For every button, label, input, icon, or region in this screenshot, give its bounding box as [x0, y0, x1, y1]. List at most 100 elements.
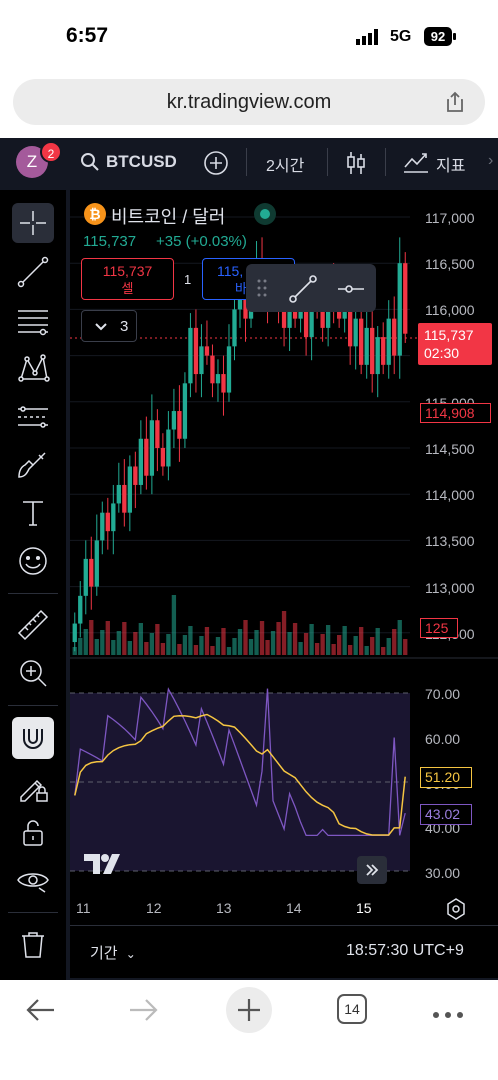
battery-icon: 92 [424, 27, 452, 46]
forward-arrow-icon[interactable] [128, 996, 160, 1024]
add-symbol-icon[interactable] [203, 150, 229, 176]
volume-bar [331, 644, 336, 655]
zoom-in-icon[interactable] [15, 655, 51, 691]
horizontal-ray-icon[interactable] [336, 274, 366, 304]
magnet-icon[interactable] [12, 717, 54, 759]
price-axis-tick: 113,500 [425, 533, 475, 550]
candle-body [122, 484, 127, 513]
brush-tool[interactable] [15, 447, 51, 483]
drawing-toolbar [0, 190, 66, 980]
new-tab-button[interactable] [226, 987, 272, 1033]
volume-bar [193, 645, 199, 655]
price-change: +35 (+0.03%) [156, 233, 247, 250]
candle-body [182, 383, 188, 439]
signal-icon [356, 29, 384, 45]
symbol-name: 비트코인 / 달러 [111, 207, 226, 227]
volume-bar [221, 628, 226, 655]
time-axis-tick: 13 [216, 900, 232, 916]
unlock-icon[interactable] [15, 815, 51, 851]
back-arrow-icon[interactable] [24, 996, 56, 1024]
price-axis-tick: 114,500 [425, 441, 475, 457]
candle-body [342, 309, 347, 319]
range-selector[interactable]: 기간 ⌄ [90, 942, 136, 963]
price-chart[interactable] [70, 190, 498, 978]
candle-body [193, 327, 199, 375]
candle-body [226, 346, 232, 393]
indicators-icon[interactable] [402, 150, 430, 174]
candle-body [100, 512, 105, 541]
indicators-toggle[interactable]: 3 [81, 310, 137, 342]
volume-bar [210, 646, 215, 655]
chevron-down-icon [95, 323, 107, 331]
trash-icon[interactable] [15, 927, 51, 963]
rsi-ma-line [74, 713, 406, 836]
clock-display[interactable]: 18:57:30 UTC+9 [346, 942, 464, 959]
search-icon[interactable] [80, 152, 100, 172]
url-bar[interactable]: kr.tradingview.com [13, 79, 485, 125]
rsi-ma-tag: 51.20 [420, 767, 472, 788]
candle-body [204, 346, 210, 356]
low-price-tag: 114,908 [420, 403, 491, 423]
volume-bar [298, 642, 303, 655]
volume-bar [226, 647, 232, 655]
fib-tool[interactable] [15, 303, 51, 339]
emoji-icon[interactable] [15, 543, 51, 579]
tradingview-logo [84, 852, 126, 876]
volume-bar [199, 636, 204, 655]
candle-body [105, 512, 110, 532]
plus-icon [238, 999, 260, 1021]
volume-tag: 125 [420, 618, 458, 638]
price-axis-tick: 116,000 [425, 302, 475, 319]
volume-bar [248, 639, 254, 655]
drag-handle-icon[interactable] [256, 278, 268, 298]
candle-body [177, 411, 182, 439]
price-axis-tick: 113,000 [425, 579, 475, 596]
chevron-down-icon: ⌄ [125, 947, 136, 961]
forecast-tool[interactable] [15, 399, 51, 435]
candle-body [210, 355, 215, 384]
ruler-icon[interactable] [15, 607, 51, 643]
volume-bar [127, 641, 132, 655]
floating-draw-toolbar[interactable] [246, 264, 376, 312]
volume-bar [259, 621, 265, 655]
candle-body [160, 448, 166, 467]
buy-label: 바 [235, 281, 247, 296]
volume-bar [94, 639, 99, 655]
candle-body [309, 290, 314, 338]
volume-bar [270, 631, 276, 655]
tabs-button[interactable]: 14 [337, 994, 367, 1024]
buy-price: 115, [217, 263, 244, 279]
rsi-axis-tick: 60.00 [425, 730, 461, 747]
volume-bar [122, 622, 127, 655]
lock-drawing-icon[interactable] [15, 769, 51, 805]
volume-bar [155, 624, 160, 655]
trend-line-tool[interactable] [15, 254, 51, 290]
candle-body [320, 309, 325, 328]
interval-button[interactable]: 2시간 [266, 158, 305, 175]
candle-body [144, 438, 149, 476]
volume-bar [144, 642, 149, 655]
eye-icon[interactable] [15, 862, 51, 898]
candle-type-icon[interactable] [344, 150, 368, 176]
text-tool[interactable] [15, 495, 51, 531]
candle-body [155, 420, 160, 448]
crosshair-tool[interactable] [12, 203, 54, 243]
symbol-button[interactable]: BTCUSD [106, 152, 177, 171]
more-menu-icon[interactable] [432, 1006, 464, 1018]
volume-bar [359, 627, 364, 655]
line-tool-icon[interactable] [288, 274, 318, 304]
pattern-tool[interactable] [15, 351, 51, 387]
volume-bar [111, 640, 116, 655]
sell-button[interactable]: 115,737 셀 [81, 258, 174, 300]
volume-bar [171, 595, 177, 655]
volume-bar [116, 631, 121, 655]
scroll-to-realtime-button[interactable] [357, 856, 387, 884]
chart-settings-icon[interactable] [444, 897, 468, 921]
volume-bar [364, 646, 369, 655]
volume-bar [320, 634, 325, 655]
battery-tip [453, 33, 456, 40]
indicators-label[interactable]: 지표 [436, 158, 466, 175]
volume-bar [292, 623, 298, 655]
candle-body [403, 263, 408, 334]
share-icon[interactable] [443, 90, 467, 114]
